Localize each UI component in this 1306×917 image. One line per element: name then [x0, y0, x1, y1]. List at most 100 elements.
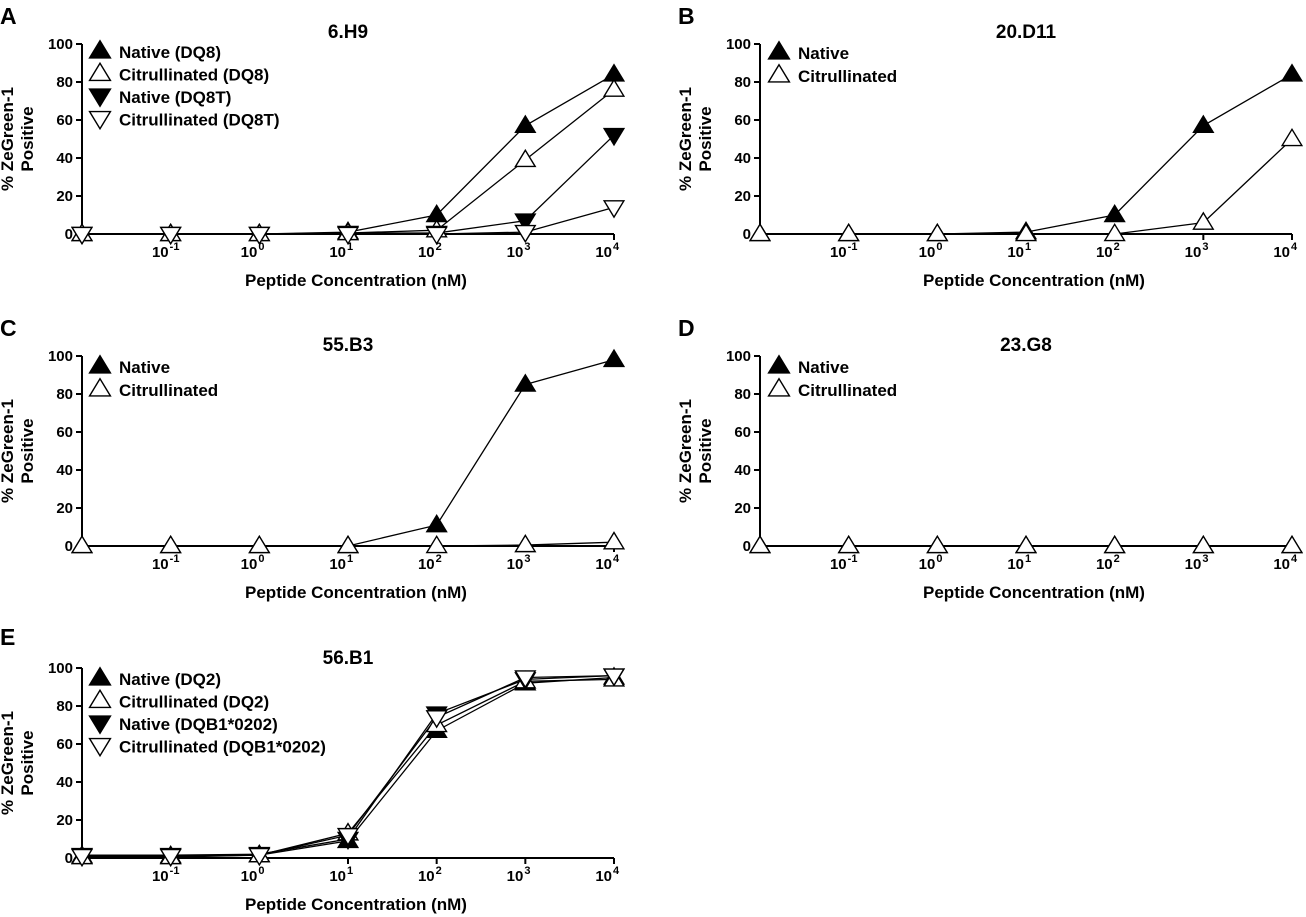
y-tick-label: 0 [65, 850, 73, 867]
y-tick-label: 0 [743, 538, 751, 555]
data-point-citrullinated-dqb1-0202 [336, 827, 360, 847]
y-tick-label: 100 [726, 36, 751, 53]
data-point-citrullinated [837, 222, 860, 242]
x-axis-label: Peptide Concentration (nM) [245, 271, 467, 290]
y-tick-label: 20 [734, 188, 751, 205]
series-line-native [760, 73, 1293, 235]
data-point-native-dq8t [514, 213, 537, 232]
data-point-citrullinated [748, 222, 772, 242]
legend-label: Native (DQB1*0202) [119, 715, 278, 734]
data-point-native [1103, 203, 1126, 223]
x-tick-exponent: 0 [258, 553, 264, 565]
x-tick-label: 10 [507, 556, 524, 573]
legend-marker-citrullinated [767, 377, 791, 397]
data-point-native-dq8 [514, 114, 537, 133]
y-tick-label: 0 [743, 226, 751, 243]
x-tick-label: 10 [418, 244, 435, 261]
x-tick-exponent: -1 [170, 241, 180, 253]
legend-label: Citrullinated [798, 381, 897, 400]
x-tick-label: 10 [507, 244, 524, 261]
x-tick-exponent: 1 [347, 241, 353, 253]
y-axis-label: Positive [18, 418, 37, 483]
y-tick-label: 80 [734, 74, 751, 91]
data-point-citrullinated [748, 534, 772, 554]
y-axis-label: % ZeGreen-1 [0, 399, 17, 503]
chart-title: 56.B1 [323, 648, 374, 669]
panel-letter: D [678, 315, 695, 341]
x-tick-label: 10 [329, 868, 346, 885]
x-tick-label: 10 [830, 244, 847, 261]
x-tick-label: 10 [595, 868, 612, 885]
legend-marker-citrullinated-dq8t [88, 110, 112, 131]
legend-marker-native-dq8 [88, 39, 112, 59]
legend-label: Native [798, 358, 849, 377]
x-tick-label: 10 [1273, 244, 1290, 261]
x-tick-exponent: 3 [1202, 241, 1208, 253]
legend-marker-native-dqb1-0202 [88, 715, 112, 735]
data-point-citrullinated-dq8t [70, 226, 94, 246]
y-tick-label: 100 [726, 348, 751, 365]
data-point-citrullinated [1192, 211, 1215, 230]
data-point-native-dq8t [602, 127, 626, 147]
data-point-native [1192, 114, 1215, 133]
x-tick-label: 10 [507, 868, 524, 885]
legend-marker-native-dq2 [88, 666, 112, 686]
x-tick-exponent: 0 [258, 241, 264, 253]
x-tick-label: 10 [1096, 244, 1113, 261]
x-axis-label: Peptide Concentration (nM) [923, 271, 1145, 290]
y-axis-label: % ZeGreen-1 [676, 399, 695, 503]
x-tick-label: 10 [241, 868, 258, 885]
x-tick-exponent: 1 [1025, 241, 1031, 253]
x-tick-label: 10 [329, 244, 346, 261]
x-tick-label: 10 [152, 244, 169, 261]
y-tick-label: 0 [65, 226, 73, 243]
y-tick-label: 100 [48, 348, 73, 365]
legend-marker-citrullinated [767, 63, 791, 83]
legend-marker-citrullinated-dqb1-0202 [88, 737, 112, 758]
x-tick-exponent: 1 [347, 865, 353, 877]
y-tick-label: 20 [56, 812, 73, 829]
y-tick-label: 60 [734, 112, 751, 129]
y-tick-label: 0 [65, 538, 73, 555]
y-tick-label: 80 [734, 386, 751, 403]
x-tick-exponent: 2 [436, 553, 442, 565]
x-tick-exponent: 4 [613, 865, 620, 877]
x-tick-label: 10 [418, 868, 435, 885]
data-point-citrullinated [1014, 222, 1038, 242]
data-point-citrullinated-dq8t [159, 226, 182, 246]
panel-letter: E [0, 624, 15, 650]
x-tick-label: 10 [1096, 556, 1113, 573]
data-point-citrullinated [70, 534, 94, 554]
legend-label: Native (DQ8) [119, 43, 221, 62]
x-axis-label: Peptide Concentration (nM) [245, 583, 467, 602]
panel-letter: B [678, 3, 695, 29]
y-tick-label: 60 [56, 424, 73, 441]
x-tick-exponent: 4 [1291, 553, 1298, 565]
legend-marker-citrullinated-dq2 [88, 688, 112, 709]
data-point-citrullinated-dq8t [514, 224, 537, 244]
data-point-citrullinated [926, 534, 949, 554]
data-point-citrullinated-dq8 [514, 148, 537, 168]
x-tick-exponent: 3 [524, 553, 530, 565]
data-point-citrullinated [1103, 222, 1126, 242]
data-point-citrullinated-dqb1-0202 [514, 670, 537, 689]
y-tick-label: 20 [56, 500, 73, 517]
y-tick-label: 40 [56, 150, 73, 167]
x-tick-label: 10 [919, 556, 936, 573]
legend-label: Native (DQ8T) [119, 88, 231, 107]
y-tick-label: 60 [734, 424, 751, 441]
x-axis-label: Peptide Concentration (nM) [245, 895, 467, 914]
y-tick-label: 80 [56, 386, 73, 403]
legend-label: Citrullinated [798, 67, 897, 86]
legend-marker-native [88, 354, 112, 374]
x-tick-exponent: 3 [524, 241, 530, 253]
x-tick-exponent: 2 [1114, 241, 1120, 253]
data-point-citrullinated [602, 531, 626, 550]
data-point-citrullinated-dq8t [425, 226, 448, 246]
panel-letter: A [0, 3, 17, 29]
x-tick-label: 10 [152, 868, 169, 885]
